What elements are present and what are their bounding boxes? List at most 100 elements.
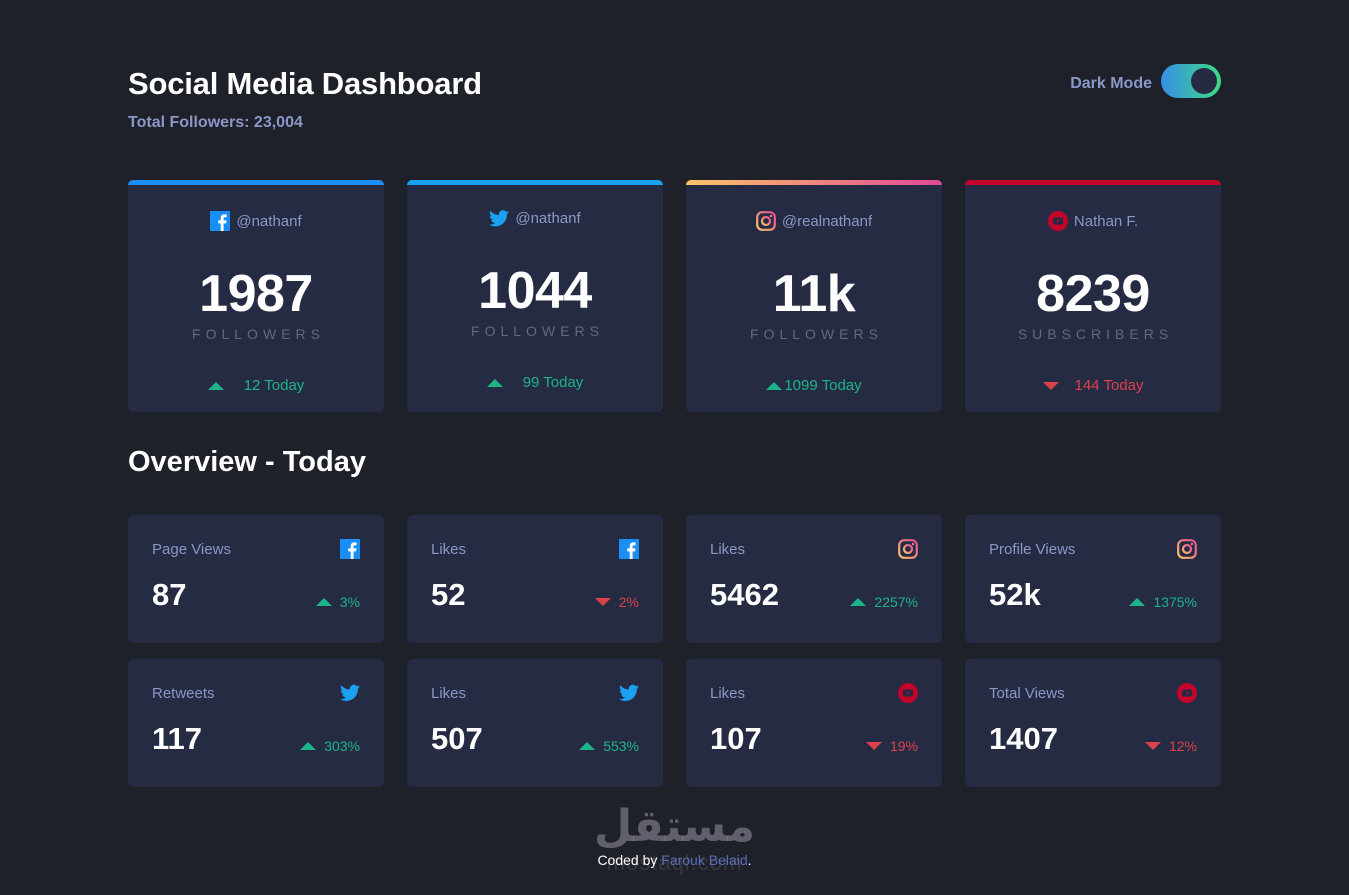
header: Social Media Dashboard Total Followers: … (128, 64, 1221, 144)
change-value: 553% (603, 738, 639, 754)
instagram-icon (1177, 539, 1197, 559)
instagram-icon (898, 539, 918, 559)
account-handle: @nathanf (515, 210, 581, 227)
card-accent-bar (686, 180, 942, 185)
metric-value: 87 (152, 577, 187, 612)
overview-card-facebook-likes[interactable]: Likes 52 2% (407, 515, 663, 643)
watermark-arabic: مستقل (594, 801, 755, 852)
metric-label: Total Views (989, 685, 1065, 702)
account-handle: Nathan F. (1073, 212, 1139, 230)
account-handle: @nathanf (236, 212, 302, 230)
follower-count: 11k (772, 265, 856, 323)
footer: Coded by Farouk Belaid. (0, 852, 1349, 868)
arrow-up-icon (300, 742, 317, 750)
today-change: 144 Today (965, 377, 1221, 394)
youtube-icon (1177, 683, 1197, 703)
arrow-up-icon (315, 598, 332, 606)
metric-label: Page Views (152, 541, 231, 558)
youtube-icon (1047, 211, 1068, 231)
metric-change: 19% (865, 738, 918, 754)
follower-unit: FOLLOWERS (471, 323, 604, 339)
followers-card-instagram[interactable]: @realnathanf 11k FOLLOWERS 1099 Today (686, 180, 942, 412)
arrow-up-icon (1129, 598, 1146, 606)
today-value: 12 Today (243, 377, 305, 394)
metric-change: 2% (594, 594, 639, 610)
today-value: 1099 Today (784, 377, 862, 394)
change-value: 3% (339, 594, 360, 610)
follower-unit: FOLLOWERS (192, 326, 325, 342)
youtube-icon (898, 683, 918, 703)
overview-card-youtube-likes[interactable]: Likes 107 19% (686, 659, 942, 787)
overview-card-instagram-profile-views[interactable]: Profile Views 52k 1375% (965, 515, 1221, 643)
facebook-icon (619, 539, 639, 559)
metric-change: 3% (315, 594, 360, 610)
metric-value: 507 (431, 721, 483, 756)
card-accent-bar (407, 180, 663, 185)
metric-change: 303% (300, 738, 360, 754)
metric-value: 5462 (710, 577, 779, 612)
today-value: 99 Today (522, 374, 584, 391)
facebook-icon (340, 539, 360, 559)
today-change: 99 Today (407, 374, 663, 391)
today-change: 1099 Today (686, 377, 942, 394)
overview-card-instagram-likes[interactable]: Likes 5462 2257% (686, 515, 942, 643)
arrow-down-icon (594, 598, 611, 606)
overview-title: Overview - Today (128, 446, 366, 478)
today-change: 12 Today (128, 377, 384, 394)
metric-label: Likes (431, 541, 467, 558)
arrow-down-icon (865, 742, 882, 750)
overview-card-twitter-retweets[interactable]: Retweets 117 303% (128, 659, 384, 787)
metric-value: 117 (152, 721, 203, 756)
change-value: 2257% (874, 594, 918, 610)
handle-row: @nathanf (128, 211, 384, 231)
metric-value: 52 (431, 577, 466, 612)
watermark: مستقل mostaql.com (592, 800, 757, 880)
instagram-icon (755, 211, 776, 231)
arrow-down-icon (1042, 381, 1059, 390)
change-value: 12% (1168, 738, 1197, 754)
handle-row: Nathan F. (965, 211, 1221, 231)
followers-card-facebook[interactable]: @nathanf 1987 FOLLOWERS 12 Today (128, 180, 384, 412)
metric-label: Likes (710, 541, 746, 558)
change-value: 19% (889, 738, 918, 754)
twitter-icon (619, 684, 639, 701)
metric-value: 1407 (989, 721, 1058, 756)
arrow-up-icon (207, 381, 224, 390)
arrow-down-icon (1144, 742, 1161, 750)
metric-value: 52k (989, 577, 1041, 612)
overview-card-facebook-page-views[interactable]: Page Views 87 3% (128, 515, 384, 643)
follower-unit: FOLLOWERS (750, 326, 883, 342)
facebook-icon (210, 211, 231, 231)
change-value: 303% (324, 738, 360, 754)
twitter-icon (340, 684, 360, 701)
change-value: 1375% (1153, 594, 1197, 610)
arrow-up-icon (766, 381, 783, 390)
dark-mode-toggle[interactable] (1161, 64, 1221, 98)
follower-count: 1987 (199, 265, 313, 323)
author-link[interactable]: Farouk Belaid (661, 852, 748, 868)
footer-suffix: . (747, 852, 752, 868)
followers-card-twitter[interactable]: @nathanf 1044 FOLLOWERS 99 Today (407, 180, 663, 412)
account-handle: @realnathanf (781, 212, 873, 230)
followers-card-youtube[interactable]: Nathan F. 8239 SUBSCRIBERS 144 Today (965, 180, 1221, 412)
twitter-icon (489, 210, 510, 227)
metric-label: Likes (710, 685, 746, 702)
footer-prefix: Coded by (597, 852, 662, 868)
today-value: 144 Today (1074, 377, 1144, 394)
change-value: 2% (618, 594, 639, 610)
metric-label: Retweets (152, 685, 215, 702)
arrow-up-icon (850, 598, 867, 606)
handle-row: @nathanf (407, 210, 663, 227)
overview-card-youtube-total-views[interactable]: Total Views 1407 12% (965, 659, 1221, 787)
overview-card-twitter-likes[interactable]: Likes 507 553% (407, 659, 663, 787)
metric-change: 553% (579, 738, 639, 754)
follower-count: 1044 (478, 262, 592, 320)
arrow-up-icon (486, 378, 503, 387)
card-accent-bar (128, 180, 384, 185)
metric-change: 12% (1144, 738, 1197, 754)
metric-change: 1375% (1129, 594, 1197, 610)
metric-value: 107 (710, 721, 762, 756)
toggle-knob (1191, 68, 1217, 94)
page-title: Social Media Dashboard (128, 66, 482, 101)
follower-count: 8239 (1036, 265, 1150, 323)
